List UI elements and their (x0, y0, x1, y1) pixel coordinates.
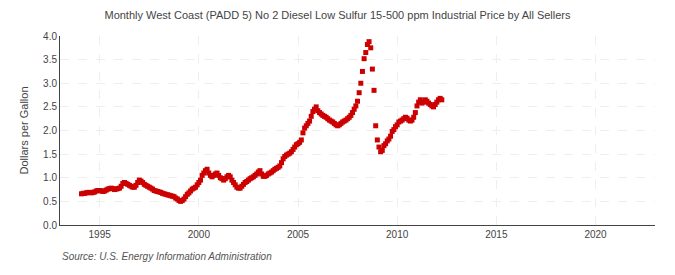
svg-text:Dollars per Gallon: Dollars per Gallon (18, 86, 30, 174)
svg-text:2.0: 2.0 (43, 125, 57, 136)
svg-text:2005: 2005 (287, 229, 310, 240)
svg-text:4.0: 4.0 (43, 31, 57, 42)
svg-text:Source: U.S. Energy Informatio: Source: U.S. Energy Information Administ… (62, 251, 272, 262)
svg-text:0.0: 0.0 (43, 220, 57, 231)
svg-text:1.0: 1.0 (43, 172, 57, 183)
svg-text:2020: 2020 (584, 229, 607, 240)
svg-text:1995: 1995 (89, 229, 112, 240)
svg-text:Monthly West Coast (PADD 5) No: Monthly West Coast (PADD 5) No 2 Diesel … (104, 9, 571, 21)
svg-text:2010: 2010 (386, 229, 409, 240)
svg-text:0.5: 0.5 (43, 196, 57, 207)
svg-text:3.0: 3.0 (43, 78, 57, 89)
svg-text:2015: 2015 (485, 229, 508, 240)
svg-text:2.5: 2.5 (43, 101, 57, 112)
svg-text:1.5: 1.5 (43, 149, 57, 160)
svg-text:2000: 2000 (188, 229, 211, 240)
svg-text:3.5: 3.5 (43, 54, 57, 65)
